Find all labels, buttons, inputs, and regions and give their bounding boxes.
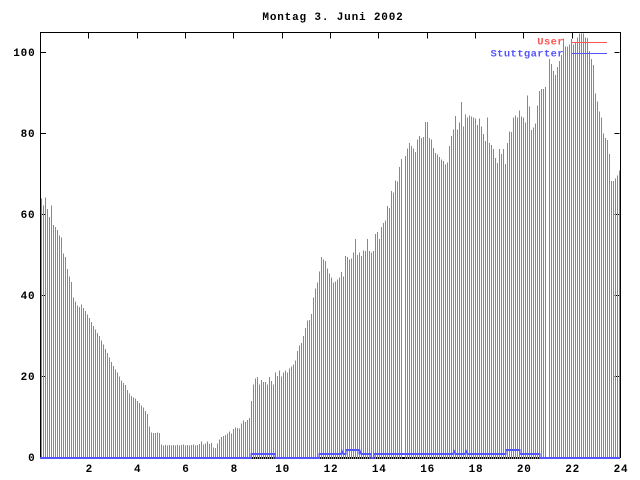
svg-text:18: 18 bbox=[469, 464, 484, 476]
svg-text:0: 0 bbox=[28, 453, 35, 465]
svg-text:Montag 3. Juni 2002: Montag 3. Juni 2002 bbox=[262, 12, 403, 24]
svg-text:Stuttgarter: Stuttgarter bbox=[491, 49, 565, 61]
svg-text:16: 16 bbox=[420, 464, 435, 476]
svg-text:60: 60 bbox=[21, 210, 36, 222]
svg-text:10: 10 bbox=[275, 464, 290, 476]
svg-text:22: 22 bbox=[565, 464, 580, 476]
svg-text:100: 100 bbox=[13, 48, 35, 60]
svg-text:12: 12 bbox=[324, 464, 339, 476]
svg-text:14: 14 bbox=[372, 464, 387, 476]
svg-text:4: 4 bbox=[134, 464, 141, 476]
svg-text:User: User bbox=[537, 37, 564, 49]
svg-text:20: 20 bbox=[517, 464, 532, 476]
svg-text:2: 2 bbox=[86, 464, 93, 476]
svg-text:8: 8 bbox=[231, 464, 238, 476]
svg-text:24: 24 bbox=[614, 464, 629, 476]
svg-text:6: 6 bbox=[182, 464, 189, 476]
svg-text:40: 40 bbox=[21, 291, 36, 303]
svg-text:80: 80 bbox=[21, 129, 36, 141]
svg-text:20: 20 bbox=[21, 372, 36, 384]
